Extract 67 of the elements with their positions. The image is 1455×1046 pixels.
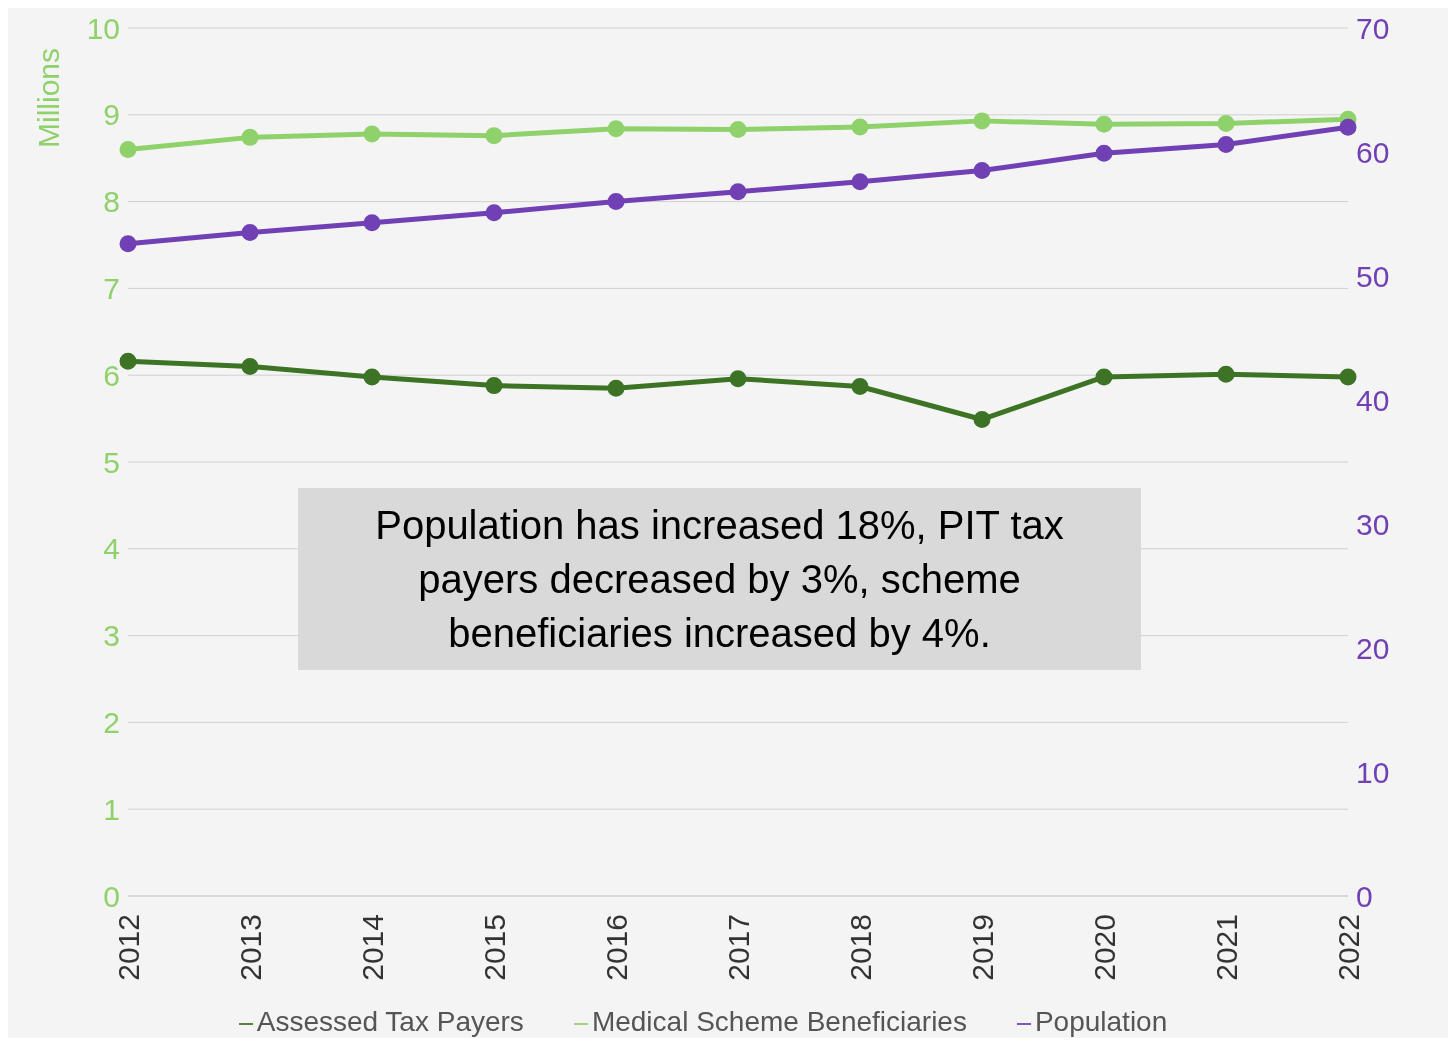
point <box>119 141 137 159</box>
y-tick-label: 4 <box>103 532 120 566</box>
point <box>1217 114 1235 132</box>
point <box>485 377 503 395</box>
x-tick-label: 2013 <box>233 914 267 981</box>
point <box>1339 118 1357 136</box>
point <box>241 224 259 242</box>
point <box>1095 144 1113 162</box>
point <box>973 112 991 130</box>
point <box>1095 368 1113 386</box>
point <box>363 125 381 143</box>
point <box>363 368 381 386</box>
y-tick-label: 0 <box>103 879 120 913</box>
y2-tick-label: 70 <box>1356 11 1390 45</box>
point <box>729 121 747 139</box>
y2-tick-label: 60 <box>1356 135 1390 169</box>
point <box>241 358 259 376</box>
point <box>485 127 503 145</box>
y-tick-label: 8 <box>103 185 120 219</box>
point <box>363 214 381 232</box>
point <box>851 118 869 136</box>
legend-label: Medical Scheme Beneficiaries <box>591 1006 967 1037</box>
point <box>729 183 747 201</box>
y2-tick-label: 30 <box>1356 507 1390 541</box>
point <box>241 128 259 146</box>
point <box>607 120 625 138</box>
x-tick-label: 2022 <box>1331 914 1365 981</box>
point <box>607 379 625 397</box>
x-tick-label: 2018 <box>843 914 877 981</box>
point <box>729 370 747 388</box>
y-tick-label: 3 <box>103 619 120 653</box>
y2-tick-label: 10 <box>1356 755 1390 789</box>
text-box: Population has increased 18%, PIT tax payers decreased by 3%, scheme beneficiaries increased by 4%. <box>298 488 1141 670</box>
x-tick-label: 2015 <box>477 914 511 981</box>
y-tick-label: 6 <box>103 358 120 392</box>
point <box>119 352 137 370</box>
y2-tick-label: 20 <box>1356 631 1390 665</box>
x-tick-label: 2014 <box>355 914 389 981</box>
x-tick-label: 2021 <box>1209 914 1243 981</box>
y2-tick-label: 0 <box>1356 879 1373 913</box>
x-tick-label: 2016 <box>599 914 633 981</box>
point <box>1339 368 1357 386</box>
x-tick-label: 2019 <box>965 914 999 981</box>
x-tick-label: 2020 <box>1087 914 1121 981</box>
point <box>1217 365 1235 383</box>
point <box>851 377 869 395</box>
y2-tick-label: 40 <box>1356 383 1390 417</box>
point <box>973 162 991 180</box>
point <box>973 410 991 428</box>
y-tick-label: 5 <box>103 445 120 479</box>
y-tick-label: 7 <box>103 272 120 306</box>
point <box>1217 136 1235 154</box>
x-tick-label: 2017 <box>721 914 755 981</box>
y-tick-label: 9 <box>103 98 120 132</box>
point <box>485 204 503 222</box>
y-tick-label: 2 <box>103 706 120 740</box>
point <box>119 235 137 253</box>
y-tick-label: 10 <box>86 11 120 45</box>
x-tick-label: 2012 <box>111 914 145 981</box>
y2-tick-label: 50 <box>1356 259 1390 293</box>
point <box>1095 115 1113 133</box>
legend-label: Population <box>1034 1006 1168 1037</box>
y-axis-title: Millions <box>31 47 65 149</box>
point <box>607 193 625 211</box>
y-tick-label: 1 <box>103 792 120 826</box>
legend-label: Assessed Tax Payers <box>256 1006 524 1037</box>
point <box>851 173 869 191</box>
